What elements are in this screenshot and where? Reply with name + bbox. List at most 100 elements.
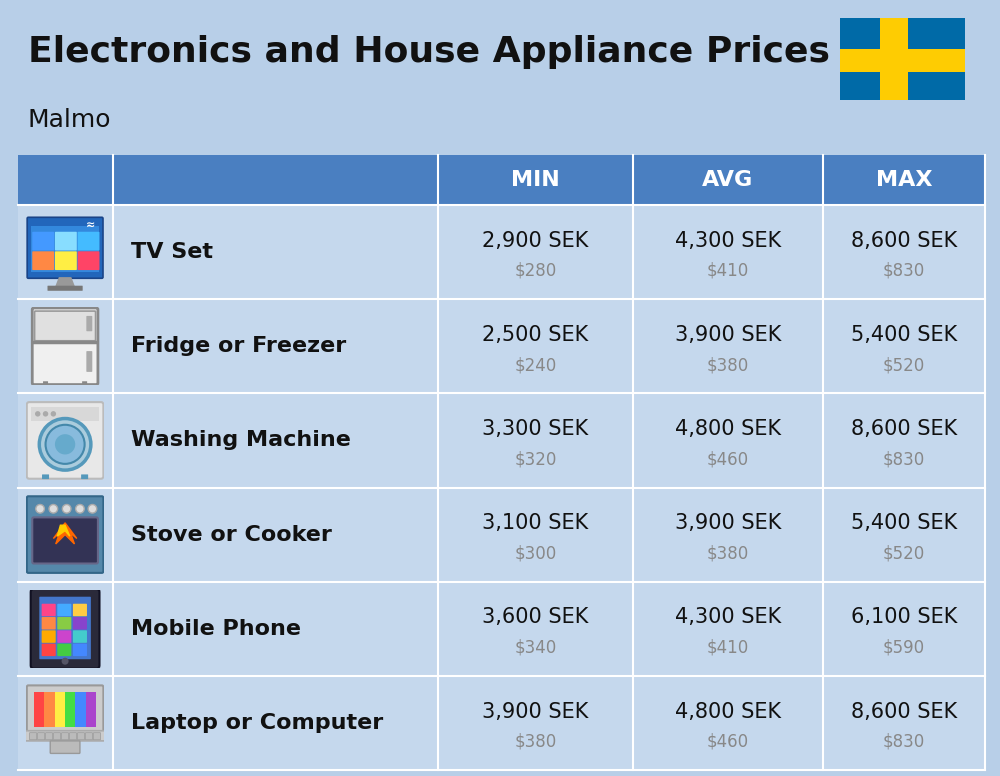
FancyBboxPatch shape	[57, 643, 71, 656]
FancyBboxPatch shape	[35, 311, 96, 341]
FancyBboxPatch shape	[37, 733, 45, 740]
Text: Laptop or Computer: Laptop or Computer	[131, 713, 383, 733]
Text: $590: $590	[883, 639, 925, 656]
Text: Stove or Cooker: Stove or Cooker	[131, 525, 332, 545]
Text: 8,600 SEK: 8,600 SEK	[851, 702, 957, 722]
Bar	[31, 227, 99, 272]
Text: Mobile Phone: Mobile Phone	[131, 618, 301, 639]
FancyBboxPatch shape	[31, 589, 99, 669]
Text: 4,800 SEK: 4,800 SEK	[675, 702, 781, 722]
FancyBboxPatch shape	[27, 402, 103, 479]
FancyBboxPatch shape	[27, 497, 103, 573]
Text: 4,300 SEK: 4,300 SEK	[675, 608, 781, 628]
Bar	[18, 676, 985, 770]
FancyBboxPatch shape	[50, 741, 80, 753]
Text: $460: $460	[707, 450, 749, 468]
Text: $300: $300	[514, 545, 557, 563]
FancyBboxPatch shape	[53, 733, 61, 740]
Text: Malmo: Malmo	[28, 108, 112, 132]
Text: 3,900 SEK: 3,900 SEK	[675, 513, 781, 533]
Circle shape	[39, 418, 91, 470]
FancyBboxPatch shape	[32, 308, 98, 385]
Bar	[34, 691, 44, 727]
FancyBboxPatch shape	[32, 518, 98, 563]
Bar	[34, 691, 96, 727]
Bar	[86, 691, 96, 727]
FancyBboxPatch shape	[85, 733, 93, 740]
Text: Washing Machine: Washing Machine	[131, 431, 351, 450]
Text: 3,900 SEK: 3,900 SEK	[482, 702, 589, 722]
Text: 4,300 SEK: 4,300 SEK	[675, 230, 781, 251]
Text: $520: $520	[883, 545, 925, 563]
Text: $380: $380	[707, 356, 749, 374]
Bar	[18, 205, 985, 300]
Bar	[18, 582, 985, 676]
Bar	[18, 487, 985, 582]
Circle shape	[62, 658, 69, 665]
FancyBboxPatch shape	[86, 351, 92, 372]
Polygon shape	[55, 277, 75, 287]
Text: TV Set: TV Set	[131, 242, 213, 262]
FancyBboxPatch shape	[55, 251, 77, 270]
Text: $320: $320	[514, 450, 557, 468]
FancyBboxPatch shape	[42, 474, 49, 479]
Text: $830: $830	[883, 262, 925, 280]
FancyBboxPatch shape	[27, 685, 103, 734]
Bar	[75, 691, 86, 727]
Text: Electronics and House Appliance Prices: Electronics and House Appliance Prices	[28, 35, 830, 69]
FancyBboxPatch shape	[55, 232, 77, 251]
FancyBboxPatch shape	[32, 232, 54, 251]
Bar	[55, 691, 65, 727]
Text: 8,600 SEK: 8,600 SEK	[851, 419, 957, 439]
Bar	[18, 155, 985, 205]
FancyBboxPatch shape	[73, 643, 87, 656]
Text: 2,500 SEK: 2,500 SEK	[482, 325, 589, 345]
FancyBboxPatch shape	[82, 381, 87, 386]
FancyBboxPatch shape	[32, 251, 54, 270]
Text: $380: $380	[514, 733, 557, 750]
FancyBboxPatch shape	[57, 630, 71, 643]
Bar	[65, 691, 75, 727]
FancyBboxPatch shape	[86, 316, 92, 331]
FancyBboxPatch shape	[42, 630, 56, 643]
FancyBboxPatch shape	[30, 733, 37, 740]
FancyBboxPatch shape	[61, 733, 69, 740]
Circle shape	[76, 504, 84, 513]
Circle shape	[62, 504, 71, 513]
Circle shape	[35, 411, 40, 417]
FancyBboxPatch shape	[73, 604, 87, 616]
FancyBboxPatch shape	[81, 474, 88, 479]
Text: 6,100 SEK: 6,100 SEK	[851, 608, 957, 628]
Text: 3,300 SEK: 3,300 SEK	[482, 419, 589, 439]
Text: 5,400 SEK: 5,400 SEK	[851, 325, 957, 345]
Circle shape	[49, 504, 58, 513]
Polygon shape	[53, 523, 77, 544]
FancyBboxPatch shape	[73, 617, 87, 629]
Bar	[31, 407, 99, 421]
Circle shape	[55, 434, 75, 455]
Text: 4,800 SEK: 4,800 SEK	[675, 419, 781, 439]
Polygon shape	[57, 525, 70, 536]
FancyBboxPatch shape	[93, 733, 100, 740]
Text: $380: $380	[707, 545, 749, 563]
Text: $520: $520	[883, 356, 925, 374]
Text: $340: $340	[514, 639, 557, 656]
Circle shape	[36, 504, 44, 513]
Text: Fridge or Freezer: Fridge or Freezer	[131, 336, 346, 356]
Text: 8,600 SEK: 8,600 SEK	[851, 230, 957, 251]
FancyBboxPatch shape	[42, 604, 56, 616]
Text: 3,600 SEK: 3,600 SEK	[482, 608, 589, 628]
Text: ≈: ≈	[85, 220, 95, 230]
Text: 3,900 SEK: 3,900 SEK	[675, 325, 781, 345]
Bar	[840, 18, 965, 100]
FancyBboxPatch shape	[27, 217, 103, 279]
Text: $280: $280	[514, 262, 557, 280]
Bar	[18, 300, 985, 393]
Text: MAX: MAX	[876, 170, 932, 190]
Bar	[44, 691, 55, 727]
Text: AVG: AVG	[702, 170, 754, 190]
FancyBboxPatch shape	[73, 630, 87, 643]
Text: $410: $410	[707, 639, 749, 656]
FancyBboxPatch shape	[45, 733, 53, 740]
Text: $460: $460	[707, 733, 749, 750]
